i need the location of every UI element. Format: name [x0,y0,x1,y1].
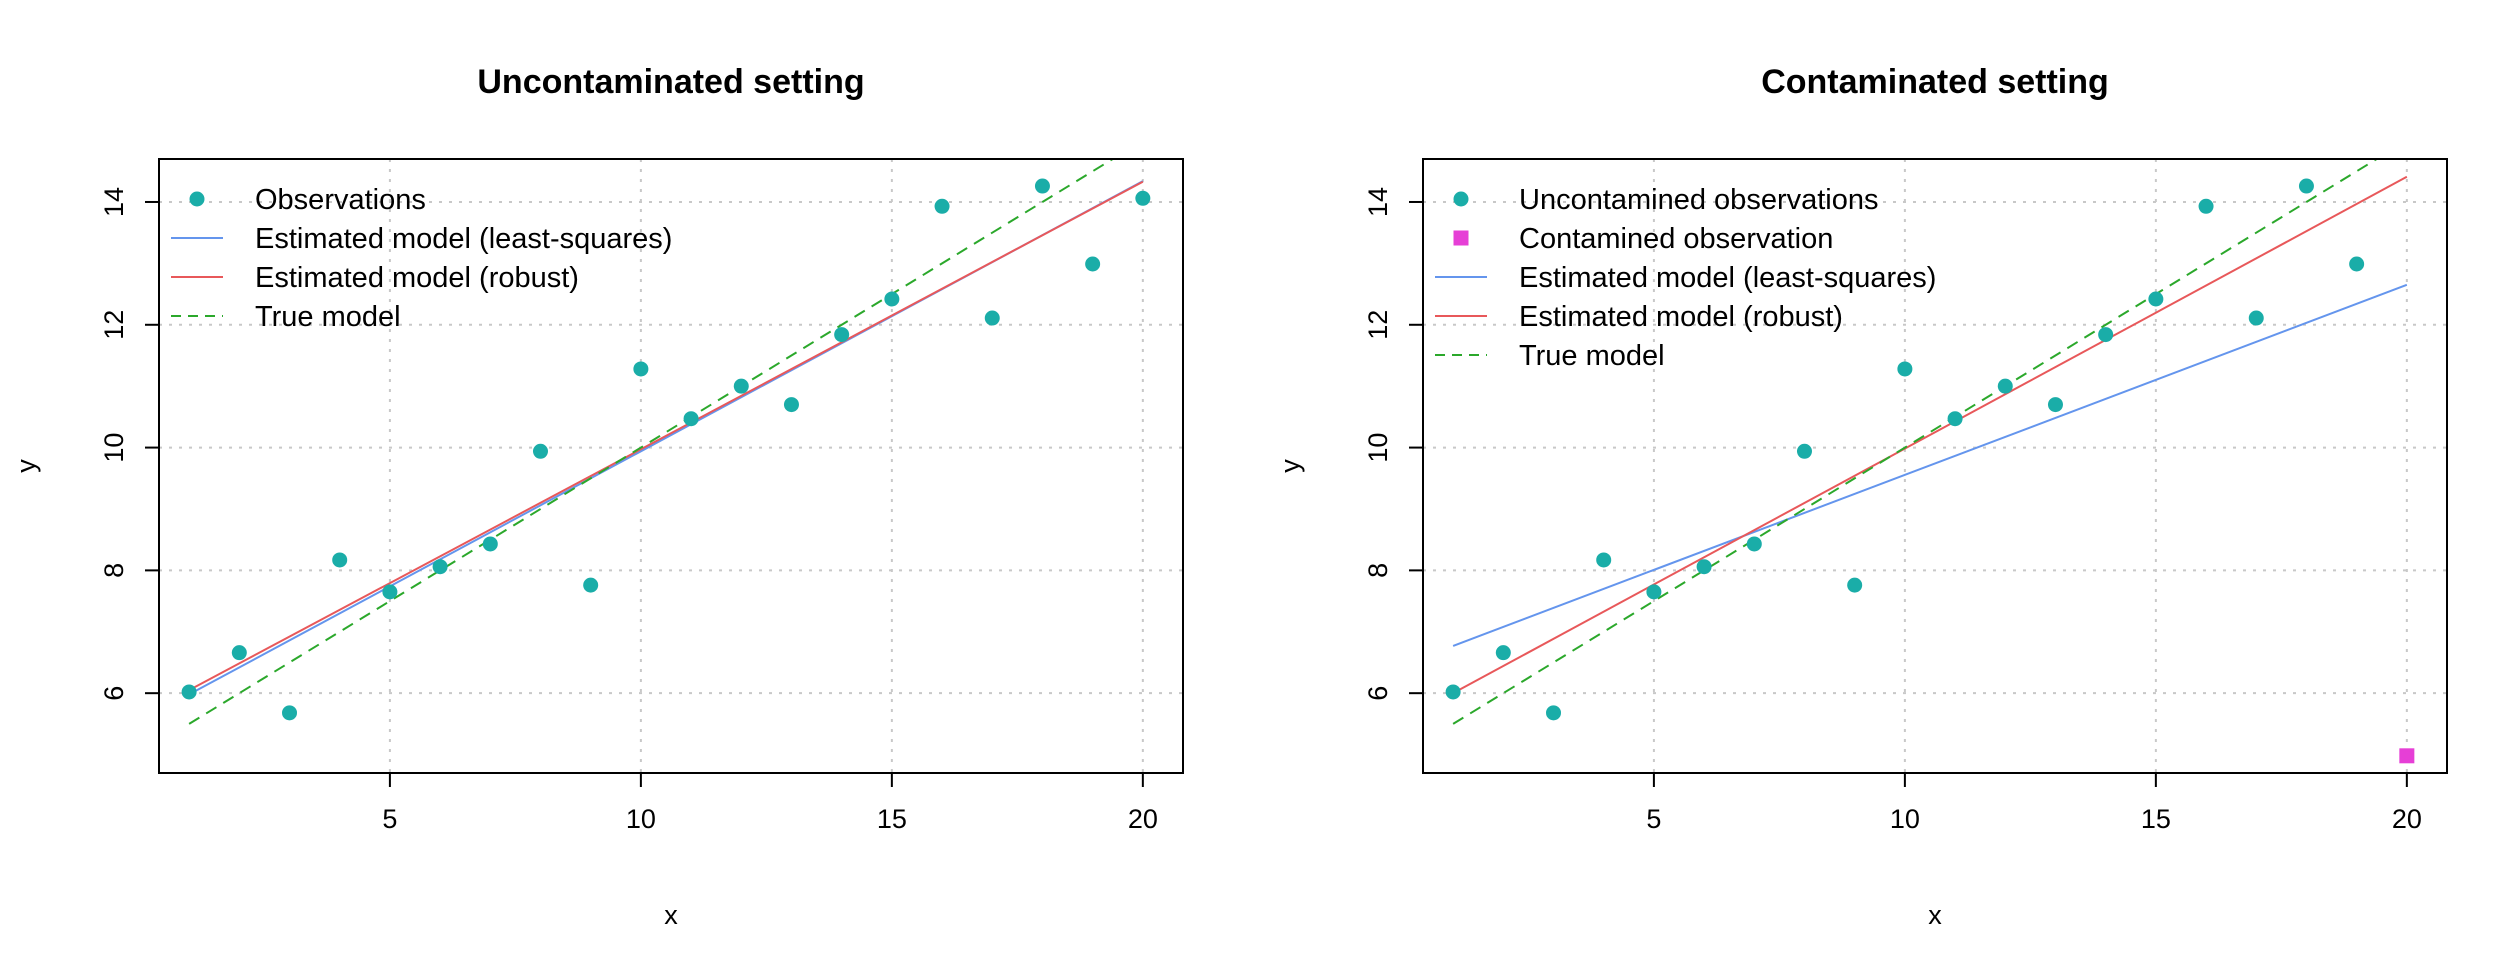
y-tick-label: 12 [1363,310,1393,340]
x-tick-label: 20 [2392,804,2422,834]
x-tick-label: 15 [2141,804,2171,834]
data-point [633,361,649,377]
series-line-3 [188,159,1115,725]
y-tick-label: 6 [1363,686,1393,701]
data-point [1135,190,1151,206]
data-point [2248,310,2264,326]
data-point [1897,361,1913,377]
plot-area [1445,159,2415,764]
legend: Uncontamined observations Contamined obse… [1435,184,1936,372]
data-point [1495,645,1511,661]
data-point [1546,705,1562,721]
y-axis-label: y [11,459,41,473]
series-line-2 [1452,283,2408,647]
legend-marker [1453,230,1469,246]
plot-area [181,159,1151,725]
x-tick-label: 5 [1646,804,1661,834]
legend-label: Estimated model (robust) [1519,301,1843,333]
data-point [1847,577,1863,593]
data-point [231,645,247,661]
data-point [1034,178,1050,194]
data-point [1947,411,1963,427]
chart-panel-2: Contaminated setting 5 10 15 20 6 8 10 12 14 x y Unc… [1275,63,2448,930]
chart-title: Uncontaminated setting [477,63,864,101]
legend-label: Contamined observation [1519,223,1833,255]
data-point [1746,536,1762,552]
y-tick-label: 12 [99,310,129,340]
data-point [1445,684,1461,700]
data-point [382,584,398,600]
x-tick-label: 10 [626,804,656,834]
data-point [733,378,749,394]
data-point [2047,397,2063,413]
data-point [884,291,900,307]
data-point [583,577,599,593]
data-point [282,705,298,721]
data-point [2298,178,2314,194]
data-point [2349,256,2365,272]
x-axis-label: x [1928,900,1942,930]
data-point [2148,291,2164,307]
legend-label: Uncontamined observations [1519,184,1878,216]
series-line-2 [188,180,1144,691]
data-point [783,397,799,413]
y-tick-label: 14 [1363,187,1393,217]
y-tick-label: 14 [99,187,129,217]
series-line-3 [1452,175,2408,695]
x-tick-label: 5 [382,804,397,834]
data-point [2198,198,2214,214]
chart-title: Contaminated setting [1761,63,2109,101]
data-point [1997,378,2013,394]
data-point [482,536,498,552]
y-tick-label: 8 [99,563,129,578]
data-point [2098,327,2114,343]
legend: Observations Estimated model (least-squar… [171,184,672,333]
legend-label: Estimated model (least-squares) [1519,262,1936,294]
data-point [181,684,197,700]
data-point [1085,256,1101,272]
data-point [1796,443,1812,459]
data-point [1596,552,1612,568]
legend-label: Observations [255,184,426,216]
plot-frame [158,158,1184,774]
data-point [683,411,699,427]
legend-label: Estimated model (least-squares) [255,223,672,255]
data-point [532,443,548,459]
x-axis-label: x [664,900,678,930]
data-point [332,552,348,568]
legend-marker [1453,191,1469,207]
series-line-4 [1452,159,2379,725]
legend-label: True model [1519,340,1665,372]
y-tick-label: 6 [99,686,129,701]
chart-panel-1: Uncontaminated setting 5 10 15 20 6 8 10 12 14 x y O… [11,63,1184,930]
legend-label: Estimated model (robust) [255,262,579,294]
legend-marker [189,191,205,207]
y-axis-label: y [1275,459,1305,473]
data-point [432,559,448,575]
data-point [984,310,1000,326]
data-point [1696,559,1712,575]
contaminated-point [2399,748,2415,764]
plot-frame [1422,158,2448,774]
legend-label: True model [255,301,401,333]
y-tick-label: 8 [1363,563,1393,578]
data-point [834,327,850,343]
y-tick-label: 10 [99,433,129,463]
x-tick-label: 10 [1890,804,1920,834]
x-tick-label: 20 [1128,804,1158,834]
y-tick-label: 10 [1363,433,1393,463]
data-point [934,198,950,214]
data-point [1646,584,1662,600]
x-tick-label: 15 [877,804,907,834]
